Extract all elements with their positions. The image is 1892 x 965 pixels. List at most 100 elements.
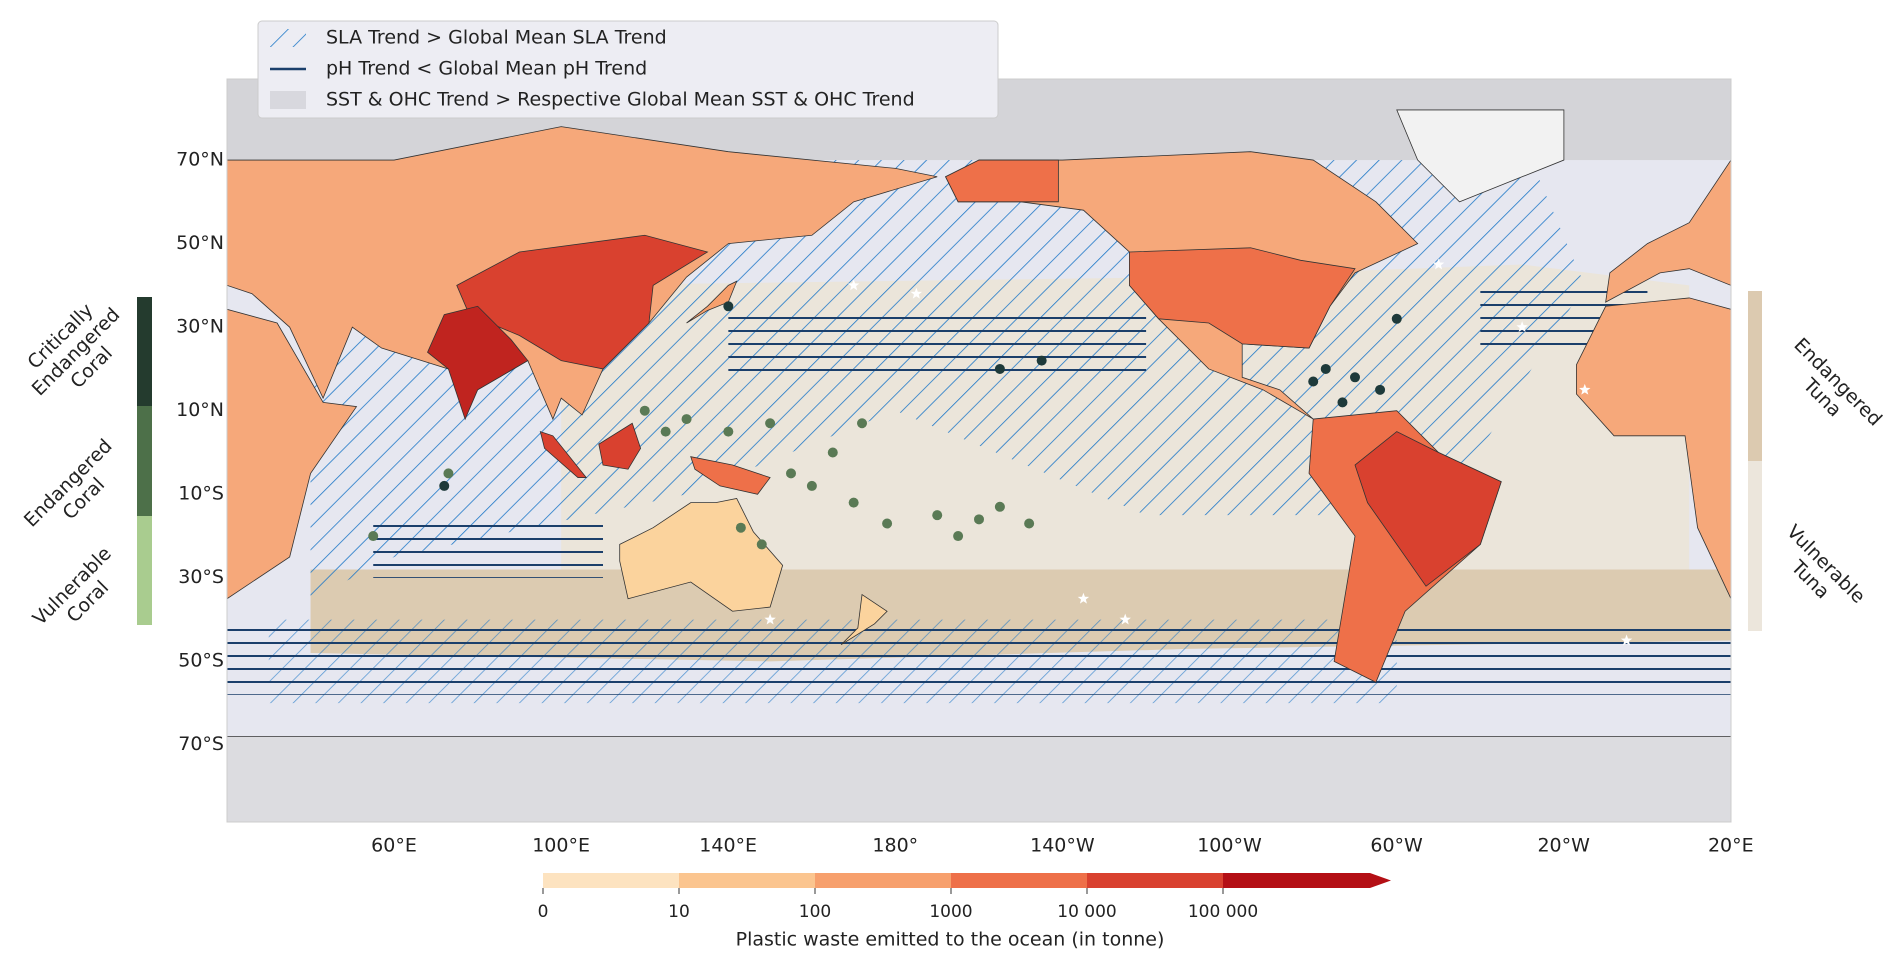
map-area [0, 79, 1892, 822]
colorbar-tick-label: 10 000 [1057, 902, 1116, 922]
colorbar-label: Plastic waste emitted to the ocean (in t… [736, 929, 1165, 951]
lon-label: 180° [872, 835, 918, 857]
tuna-endangered [1748, 291, 1762, 461]
coral-site [735, 522, 746, 533]
lon-label: 20°W [1537, 835, 1590, 857]
land-india [427, 305, 529, 421]
tuna-bar [1748, 291, 1762, 631]
coral-site [1375, 384, 1386, 395]
land-africa [1576, 297, 1731, 600]
coral-endangered [137, 406, 152, 516]
colorbar-tick-label: 100 000 [1188, 902, 1258, 922]
sla-hatch [1773, 620, 1892, 704]
coral-site [857, 418, 868, 429]
colorbar-extend [1223, 873, 1391, 888]
coral-site [1391, 313, 1402, 324]
land-new-zealand [840, 593, 888, 646]
legend: SLA Trend > Global Mean SLA Trend pH Tre… [257, 20, 999, 119]
sst-star [1077, 592, 1090, 604]
legend-label: SST & OHC Trend > Respective Global Mean… [326, 89, 915, 111]
colorbar-tick-label: 100 [799, 902, 831, 922]
coral-site [368, 531, 379, 542]
coral-site [974, 514, 984, 525]
coral-site [443, 468, 454, 479]
ph-lines [373, 515, 603, 578]
legend-swatch-stars [270, 91, 306, 109]
coral-site [660, 426, 671, 437]
coral-label: CriticallyEndangeredCoral [12, 288, 140, 416]
lon-label: 60°W [1370, 835, 1423, 857]
colorbar-bin [1087, 873, 1223, 888]
coral-site [827, 447, 838, 458]
sst-star [910, 287, 923, 299]
coral-site [756, 539, 767, 550]
coral-label: VulnerableCoral [28, 542, 131, 645]
tuna-label: EndangeredTuna [1774, 334, 1886, 446]
tuna-vulnerable [1748, 461, 1762, 631]
coral-site [1308, 376, 1319, 387]
colorbar-bin [679, 873, 815, 888]
lon-label: 60°E [371, 835, 417, 857]
legend-label: pH Trend < Global Mean pH Trend [326, 58, 647, 80]
land-sumatra [539, 431, 588, 478]
coral-site [953, 531, 964, 542]
sst-star [847, 279, 860, 291]
land-usa [1129, 247, 1356, 349]
lat-label: 10°N [176, 399, 224, 421]
ph-lines [728, 306, 1147, 382]
land-new-guinea [690, 456, 771, 495]
land-eurasia [1605, 159, 1731, 303]
lon-label: 20°E [1708, 835, 1754, 857]
colorbar-tick-label: 1000 [929, 902, 972, 922]
coral-site [994, 501, 1005, 512]
lat-label: 30°S [178, 566, 224, 588]
coral-bar [137, 297, 152, 625]
sst-star [1119, 613, 1131, 625]
lon-label: 140°W [1030, 835, 1095, 857]
coral-site [439, 480, 450, 491]
coral-site [786, 468, 796, 479]
sst-star [1432, 258, 1445, 270]
sst-star [1579, 383, 1591, 395]
lat-label: 70°S [178, 733, 224, 755]
tuna-label-line: Endangered [1790, 334, 1887, 431]
lat-label: 30°N [176, 316, 224, 338]
coral-site [765, 418, 776, 429]
land-greenland [1396, 109, 1565, 203]
coral-site [848, 497, 859, 508]
colorbar-tick-label: 10 [668, 902, 690, 922]
coral-site [994, 363, 1005, 374]
tuna-label: VulnerableTuna [1767, 520, 1870, 623]
sst-star [1620, 634, 1633, 646]
sst-star [764, 613, 776, 625]
land-brazil [1354, 431, 1502, 587]
land-japan [686, 280, 738, 324]
lon-label: 100°W [1197, 835, 1262, 857]
coral-site [723, 426, 734, 437]
coral-site [1024, 518, 1035, 529]
coral-site [1337, 397, 1348, 408]
colorbar: Plastic waste emitted to the ocean (in t… [543, 873, 1391, 951]
legend-label: SLA Trend > Global Mean SLA Trend [326, 27, 667, 49]
land-greenland [0, 110, 60, 202]
legend-box [257, 20, 999, 119]
coral-label: EndangeredCoral [20, 435, 132, 547]
lat-label: 50°S [178, 650, 224, 672]
ph-lines [1877, 515, 1892, 578]
coral-site [681, 414, 692, 425]
colorbar-tick-label: 0 [538, 902, 549, 922]
lon-label: 140°E [699, 835, 757, 857]
coral-site [1350, 372, 1360, 383]
land-borneo [598, 422, 642, 470]
land-antarctica [227, 736, 1731, 822]
land-africa [227, 308, 358, 600]
lat-label: 10°S [178, 483, 224, 505]
coral-site [723, 301, 734, 312]
coral-site [932, 510, 943, 521]
land-alaska [945, 159, 1059, 203]
lat-label: 50°N [176, 232, 224, 254]
colorbar-bin [815, 873, 951, 888]
coral-site [1320, 363, 1331, 374]
coral-site [1036, 355, 1047, 366]
